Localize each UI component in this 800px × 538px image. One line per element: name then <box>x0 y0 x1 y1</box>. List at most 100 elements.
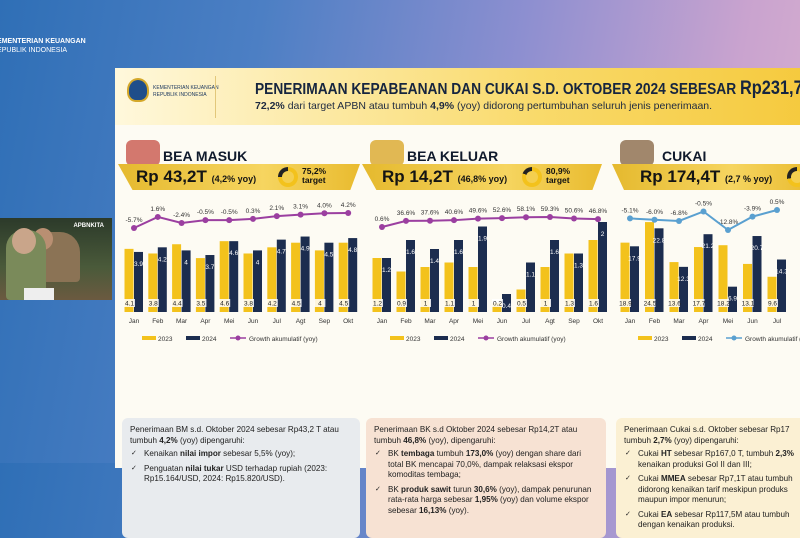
bar-2024 <box>134 251 143 312</box>
bar-label-2023: 1 <box>544 301 548 308</box>
bar-label-bg <box>290 299 302 307</box>
target-donut-icon <box>522 167 542 187</box>
bar-label-2023: 4 <box>318 301 322 308</box>
yoy-text: (46,8% yoy) <box>457 174 508 184</box>
bar-label-bg <box>767 299 778 307</box>
explanation-box: Penerimaan Cukai s.d. Oktober sebesar Rp… <box>616 418 800 538</box>
yoy-text: (4,2% yoy) <box>211 174 257 184</box>
growth-label: 40.6% <box>445 209 464 216</box>
growth-label: 0.6% <box>375 216 390 223</box>
divider <box>215 76 216 118</box>
bar-label-2023: 17.7 <box>693 301 706 308</box>
bar-label-2023: 18.2 <box>717 301 730 308</box>
amount-value: Rp 14,2T (46,8% yoy) <box>382 167 507 187</box>
brand-watermark: KEMENTERIAN KEUANGAN REPUBLIK INDONESIA <box>0 37 86 55</box>
growth-point <box>379 224 385 230</box>
x-tick-label: Feb <box>649 318 661 325</box>
bar-label-2023: 13.1 <box>742 301 755 308</box>
growth-point <box>523 214 529 221</box>
bullet-part: sebesar 5,5% (yoy); <box>220 449 296 458</box>
bar-2024 <box>382 258 391 312</box>
logo-line1: KEMENTERIAN KEUANGAN <box>153 85 219 91</box>
bar-label-2024: 4.6 <box>229 250 238 257</box>
legend-swatch-growth-dot <box>235 335 241 341</box>
legend-swatch-2023 <box>638 336 652 340</box>
bar-2024 <box>430 249 439 312</box>
amount-text: Rp 43,2T <box>136 167 207 186</box>
growth-point <box>297 211 304 218</box>
x-tick-label: Mar <box>424 318 436 325</box>
bar-label-bg <box>620 299 631 307</box>
growth-label: 52.6% <box>493 207 512 214</box>
bar-2024 <box>181 250 191 312</box>
growth-point <box>571 215 577 222</box>
bar-2023 <box>291 242 301 312</box>
bar-2023 <box>420 267 430 312</box>
bar-label-bg <box>124 299 135 307</box>
bar-label-bg <box>718 299 729 307</box>
bar-label-2023: 0.9 <box>397 301 406 308</box>
explanation-box: Penerimaan BK s.d Oktober 2024 sebesar R… <box>366 418 606 538</box>
amount-banner: Rp 174,4T (2,7 % yoy)7t <box>612 164 800 190</box>
bar-2023 <box>338 242 348 312</box>
bullet-part: BK <box>388 449 402 458</box>
growth-label: 50.6% <box>565 207 584 214</box>
target-pct: 80,9% <box>546 166 571 176</box>
bar-label-bg <box>669 299 680 307</box>
bar-label-2024: 4 <box>184 259 188 266</box>
bar-2024 <box>526 262 535 312</box>
growth-point <box>250 215 256 222</box>
bullet-part: tembaga <box>401 449 435 458</box>
x-tick-label: Apr <box>449 318 460 325</box>
growth-label: 49.6% <box>469 208 488 215</box>
bar-2023 <box>267 247 277 312</box>
growth-point <box>178 220 185 226</box>
video-inset[interactable]: APBNKITA <box>0 218 112 300</box>
note-bullet: BK produk sawit turun 30,6% (yoy), dampa… <box>374 485 598 517</box>
growth-label: -0.5% <box>695 201 712 208</box>
bullet-part: Kenaikan <box>144 449 180 458</box>
bar-2023 <box>718 245 728 312</box>
panel-bea-keluar: BEA KELUAR Rp 14,2T (46,8% yoy) 80,9% targe… <box>362 140 608 538</box>
note-intro-part: Penerimaan Cukai s.d. Oktober sebesar Rp… <box>624 425 790 434</box>
bullet-part: kenaikan produksi Gol II dan III; <box>638 459 752 469</box>
bar-2023 <box>372 258 382 312</box>
growth-label: 46.8% <box>589 208 608 215</box>
bar-2023 <box>540 267 550 312</box>
bar-2023 <box>743 263 752 312</box>
bar-2024 <box>502 294 511 312</box>
bar-2023 <box>195 258 205 312</box>
growth-label: -6.0% <box>646 209 663 216</box>
bar-label-2024: 3.7 <box>205 264 214 271</box>
note-intro: Penerimaan Cukai s.d. Oktober sebesar Rp… <box>624 425 800 436</box>
growth-label: -0.5% <box>221 209 238 216</box>
target-donut-icon <box>787 167 800 187</box>
bar-label-2023: 4.1 <box>125 301 134 308</box>
note-intro-part: (yoy) dipengaruhi: <box>671 435 739 445</box>
legend-growth: Growth akumulatif (yoy) <box>249 336 318 343</box>
bullet-part: (yoy). <box>446 505 469 515</box>
legend-swatch-2023 <box>390 336 404 340</box>
legend-swatch-growth-dot <box>483 335 489 341</box>
category-icon <box>620 140 654 166</box>
note-intro-part: Penerimaan BM s.d. Oktober 2024 sebesar … <box>130 425 339 445</box>
bullet-part: HT <box>660 449 672 458</box>
bullet-part: Cukai <box>638 449 661 458</box>
x-tick-label: Jan <box>377 318 388 325</box>
bar-label-2023: 4.5 <box>339 301 348 308</box>
growth-point <box>547 214 553 220</box>
sub-text: (yoy) didorong pertumbuhan seluruh jenis… <box>454 100 713 112</box>
growth-label: -2.4% <box>173 212 190 219</box>
note-bullet: Cukai MMEA sebesar Rp7,1T atau tumbuh di… <box>624 474 800 506</box>
bar-label-2023: 1 <box>472 301 476 308</box>
bar-label-2024: 22.8 <box>653 237 666 244</box>
bar-label-2024: 6.9 <box>728 296 737 303</box>
note-intro-part: (yoy), dipengaruhi: <box>426 435 496 445</box>
bullet-part: tumbuh <box>434 449 466 458</box>
bar-2023 <box>564 253 574 312</box>
x-tick-label: Mei <box>723 318 733 325</box>
legend-2023: 2023 <box>654 336 669 343</box>
growth-point <box>451 217 457 224</box>
growth-point <box>202 217 209 224</box>
